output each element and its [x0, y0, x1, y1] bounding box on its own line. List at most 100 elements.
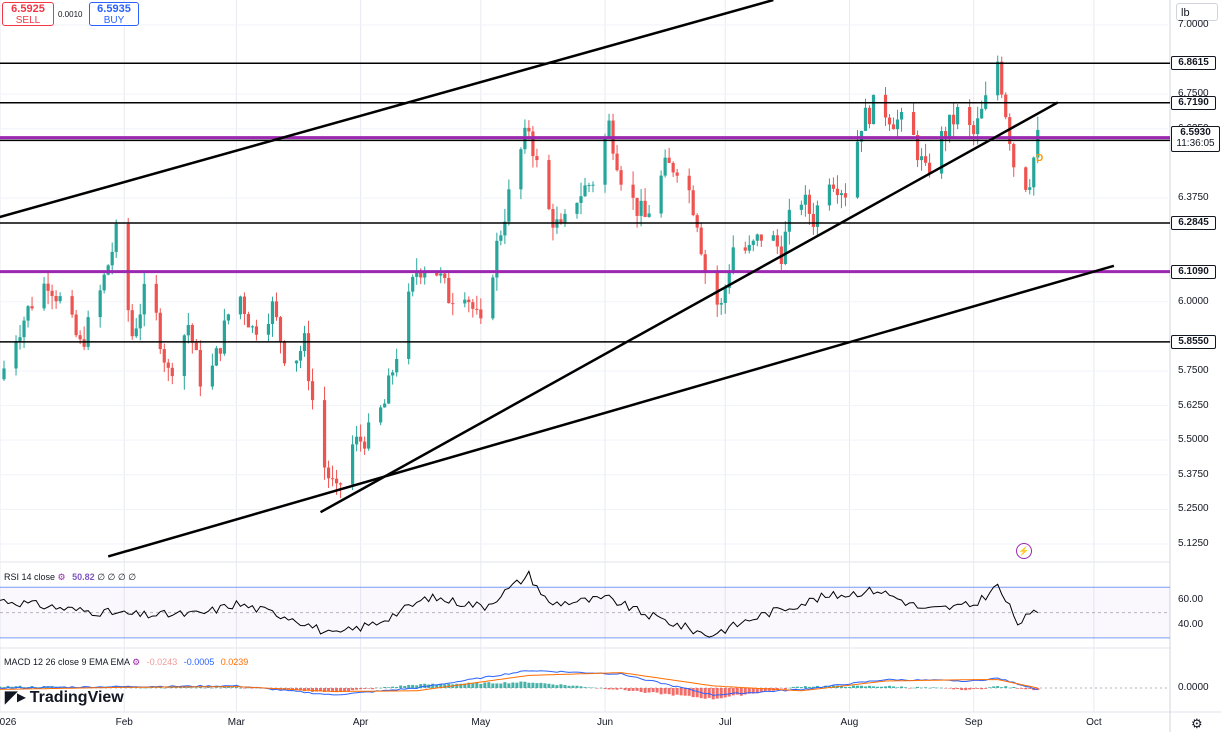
unit-selector[interactable]: lb: [1176, 3, 1218, 21]
candle-body: [194, 342, 198, 351]
macd-histogram-bar: [807, 686, 811, 688]
candle-body: [891, 124, 896, 130]
macd-histogram-bar: [150, 687, 154, 688]
candle-body: [110, 251, 114, 266]
macd-histogram-bar: [347, 688, 351, 692]
macd-histogram-bar: [571, 685, 575, 688]
macd-histogram-bar: [307, 688, 311, 691]
macd-histogram-bar: [282, 688, 286, 689]
candle-body: [190, 325, 194, 343]
macd-histogram-bar: [615, 688, 619, 690]
candle-body: [671, 162, 675, 173]
candle-body: [811, 213, 815, 227]
rsi-tick-label: 40.00: [1178, 619, 1204, 631]
macd-histogram-bar: [731, 688, 735, 696]
candle-body: [451, 303, 455, 305]
x-tick-label: Aug: [840, 717, 859, 728]
candle-body: [687, 175, 691, 191]
candle-body: [667, 157, 671, 163]
candle-body: [254, 326, 259, 335]
rsi-value: 50.82: [72, 572, 95, 582]
macd-histogram-bar: [859, 685, 863, 688]
candle-body: [226, 314, 230, 321]
candle-body: [338, 483, 343, 485]
settings-icon[interactable]: ⚙: [132, 657, 141, 667]
buy-button[interactable]: 6.5935 BUY: [89, 2, 139, 26]
candle-body: [519, 149, 523, 190]
candle-body: [563, 213, 567, 224]
macd-histogram-bar: [1004, 686, 1008, 688]
macd-histogram-bar: [230, 687, 234, 688]
buy-price: 6.5935: [97, 3, 131, 15]
macd-histogram-bar: [503, 682, 507, 688]
macd-histogram-bar: [964, 688, 968, 691]
settings-gear-icon[interactable]: ⚙: [1191, 716, 1203, 731]
macd-histogram-bar: [647, 688, 651, 693]
candle-body: [1028, 187, 1032, 190]
tradingview-logo[interactable]: ◤▸ TradingView: [5, 687, 124, 707]
macd-histogram-bar: [1016, 688, 1020, 689]
candle-body: [435, 271, 439, 276]
candle-body: [447, 277, 451, 304]
candle-body: [583, 185, 587, 197]
candle-body: [855, 141, 860, 198]
macd-histogram-bar: [1036, 688, 1040, 690]
macd-histogram-bar: [603, 688, 607, 689]
macd-histogram-bar: [719, 688, 723, 699]
candle-body: [126, 223, 130, 311]
settings-icon[interactable]: ⚙: [57, 572, 66, 582]
candle-body: [751, 240, 755, 245]
candle-body: [351, 444, 355, 485]
rsi-tick-label: 60.00: [1178, 593, 1204, 605]
candle-body: [899, 112, 904, 120]
macd-histogram-bar: [443, 684, 447, 688]
macd-histogram-bar: [383, 686, 387, 688]
trendline: [107, 264, 1115, 558]
macd-histogram-bar: [555, 685, 559, 688]
macd-histogram-bar: [655, 688, 659, 693]
macd-histogram-bar: [166, 687, 170, 689]
macd-histogram-bar: [511, 682, 515, 688]
candle-body: [915, 134, 920, 161]
candle-body: [162, 349, 166, 363]
candle-body: [675, 172, 679, 176]
macd-histogram-bar: [623, 688, 627, 691]
macd-histogram-bar: [751, 688, 755, 694]
macd-histogram-bar: [643, 688, 647, 693]
level-badge: 6.1090: [1171, 264, 1216, 279]
candle-body: [367, 422, 371, 449]
macd-histogram-bar: [743, 688, 747, 695]
macd-histogram-bar: [727, 688, 731, 697]
x-tick-label: Sep: [964, 717, 983, 728]
macd-histogram-bar: [395, 686, 399, 688]
spread-value: 0.0010: [58, 10, 83, 19]
macd-histogram-bar: [435, 684, 439, 688]
macd-histogram-bar: [980, 688, 984, 690]
macd-histogram-bar: [415, 685, 419, 688]
macd-histogram-bar: [403, 686, 407, 688]
candle-body: [383, 403, 387, 408]
macd-histogram-bar: [22, 687, 26, 688]
candle-body: [727, 272, 731, 288]
lightning-icon[interactable]: ⚡: [1016, 543, 1032, 559]
candle-body: [723, 287, 727, 304]
y-tick-label: 6.3750: [1178, 191, 1209, 203]
candle-body: [503, 221, 507, 236]
sell-button[interactable]: 6.5925 SELL: [2, 2, 54, 26]
macd-histogram-bar: [355, 688, 359, 690]
macd-histogram-bar: [940, 687, 944, 689]
candle-body: [166, 362, 170, 368]
macd-histogram-bar: [976, 688, 980, 689]
candle-body: [106, 265, 110, 275]
x-tick-label: May: [471, 717, 491, 728]
dividend-marker-icon[interactable]: D: [1036, 153, 1044, 164]
candle-body: [282, 341, 287, 364]
macd-histogram-bar: [246, 687, 250, 689]
macd-histogram-bar: [679, 688, 683, 696]
candle-body: [871, 94, 876, 125]
candle-body: [82, 339, 86, 347]
macd-histogram-bar: [880, 686, 884, 688]
candle-body: [895, 119, 900, 130]
candle-body: [972, 125, 976, 135]
